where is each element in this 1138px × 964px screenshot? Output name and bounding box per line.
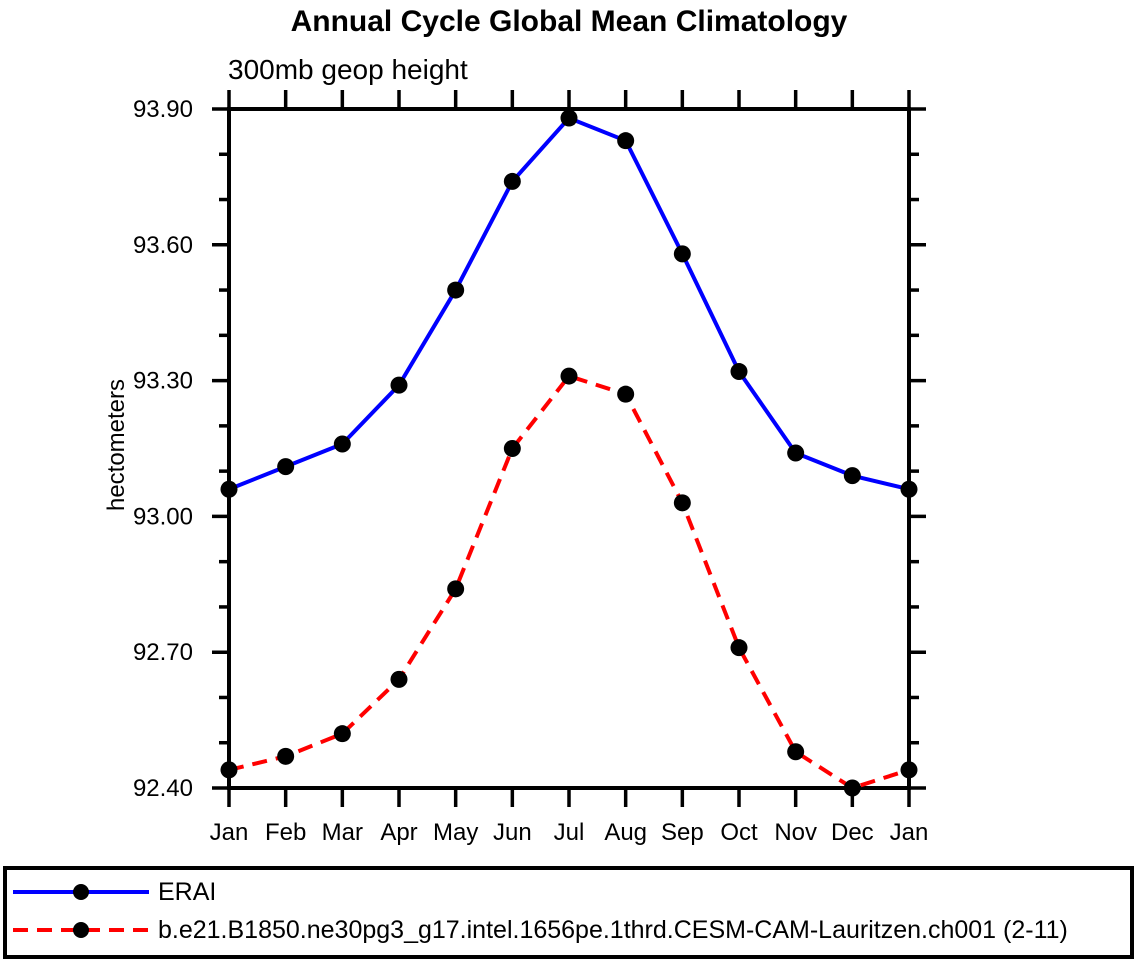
x-tick-label: May xyxy=(433,819,478,846)
data-point-model-sep-8 xyxy=(673,494,691,512)
data-point-erai-jun-5 xyxy=(503,172,521,190)
legend-sample-model xyxy=(13,922,149,938)
data-point-erai-dec-11 xyxy=(843,467,861,485)
x-tick-label: Feb xyxy=(265,819,306,846)
data-point-model-mar-2 xyxy=(333,725,351,743)
data-point-erai-oct-9 xyxy=(730,363,748,381)
data-point-erai-mar-2 xyxy=(333,435,351,453)
series-line-erai xyxy=(228,116,910,492)
chart-svg: Jan Feb Mar Apr May Jun Jul Aug Sep Oct Nov Dec Jan 9… xyxy=(133,90,929,846)
x-tick-label: Sep xyxy=(661,819,704,846)
legend-label-model: b.e21.B1850.ne30pg3_g17.intel.1656pe.1th… xyxy=(158,915,1068,944)
data-point-model-oct-9 xyxy=(730,639,748,657)
data-point-model-jun-5 xyxy=(503,440,521,457)
legend-sample-erai xyxy=(13,884,149,900)
x-tick-label: Jan xyxy=(210,819,249,846)
legend-marker-dot-icon xyxy=(73,922,89,938)
data-point-model-feb-1 xyxy=(277,747,295,765)
x-tick-label: Apr xyxy=(380,819,417,846)
y-tick-label: 93.30 xyxy=(133,368,193,395)
data-point-model-nov-10 xyxy=(787,743,805,761)
y-tick-label: 92.40 xyxy=(133,775,193,802)
y-tick-label: 93.90 xyxy=(133,96,193,123)
data-point-erai-jul-6 xyxy=(560,109,578,127)
data-point-model-jul-6 xyxy=(560,367,578,385)
data-point-model-apr-3 xyxy=(390,670,408,688)
series-line-model xyxy=(228,374,910,790)
x-tick-label: Oct xyxy=(720,819,758,846)
data-point-model-dec-11 xyxy=(843,779,861,797)
data-point-erai-jan-12 xyxy=(900,480,918,498)
data-point-erai-aug-7 xyxy=(617,132,635,150)
x-tick-label: Jan xyxy=(890,819,929,846)
legend-entry-erai: ERAI xyxy=(11,877,217,906)
y-tick-label: 92.70 xyxy=(133,639,193,666)
y-tick-label: 93.60 xyxy=(133,232,193,259)
x-tick-label: Jun xyxy=(493,819,532,846)
x-tick-label: Mar xyxy=(322,819,363,846)
data-point-model-jan-12 xyxy=(900,761,918,779)
chart-title: Annual Cycle Global Mean Climatology xyxy=(290,5,848,38)
legend-entry-model: b.e21.B1850.ne30pg3_g17.intel.1656pe.1th… xyxy=(11,915,1068,944)
data-point-erai-sep-8 xyxy=(673,245,691,263)
data-point-model-may-4 xyxy=(447,580,465,598)
data-point-erai-may-4 xyxy=(447,281,465,299)
data-point-erai-jan-0 xyxy=(220,480,238,498)
x-tick-label: Aug xyxy=(604,819,647,846)
chart-subtitle: 300mb geop height xyxy=(228,54,468,85)
legend-marker-dot-icon xyxy=(73,884,89,900)
data-point-erai-feb-1 xyxy=(277,458,295,476)
x-tick-label: Jul xyxy=(554,819,585,846)
legend-box: ERAI b.e21.B1850.ne30pg3_g17.intel.1656p… xyxy=(3,866,1134,959)
y-tick-label: 93.00 xyxy=(133,503,193,530)
data-point-erai-apr-3 xyxy=(390,376,408,394)
x-tick-label: Nov xyxy=(774,819,817,846)
data-point-model-jan-0 xyxy=(220,761,238,779)
data-point-model-aug-7 xyxy=(617,385,635,403)
legend-label-erai: ERAI xyxy=(158,877,217,906)
x-tick-label: Dec xyxy=(831,819,874,846)
data-point-erai-nov-10 xyxy=(787,444,805,462)
